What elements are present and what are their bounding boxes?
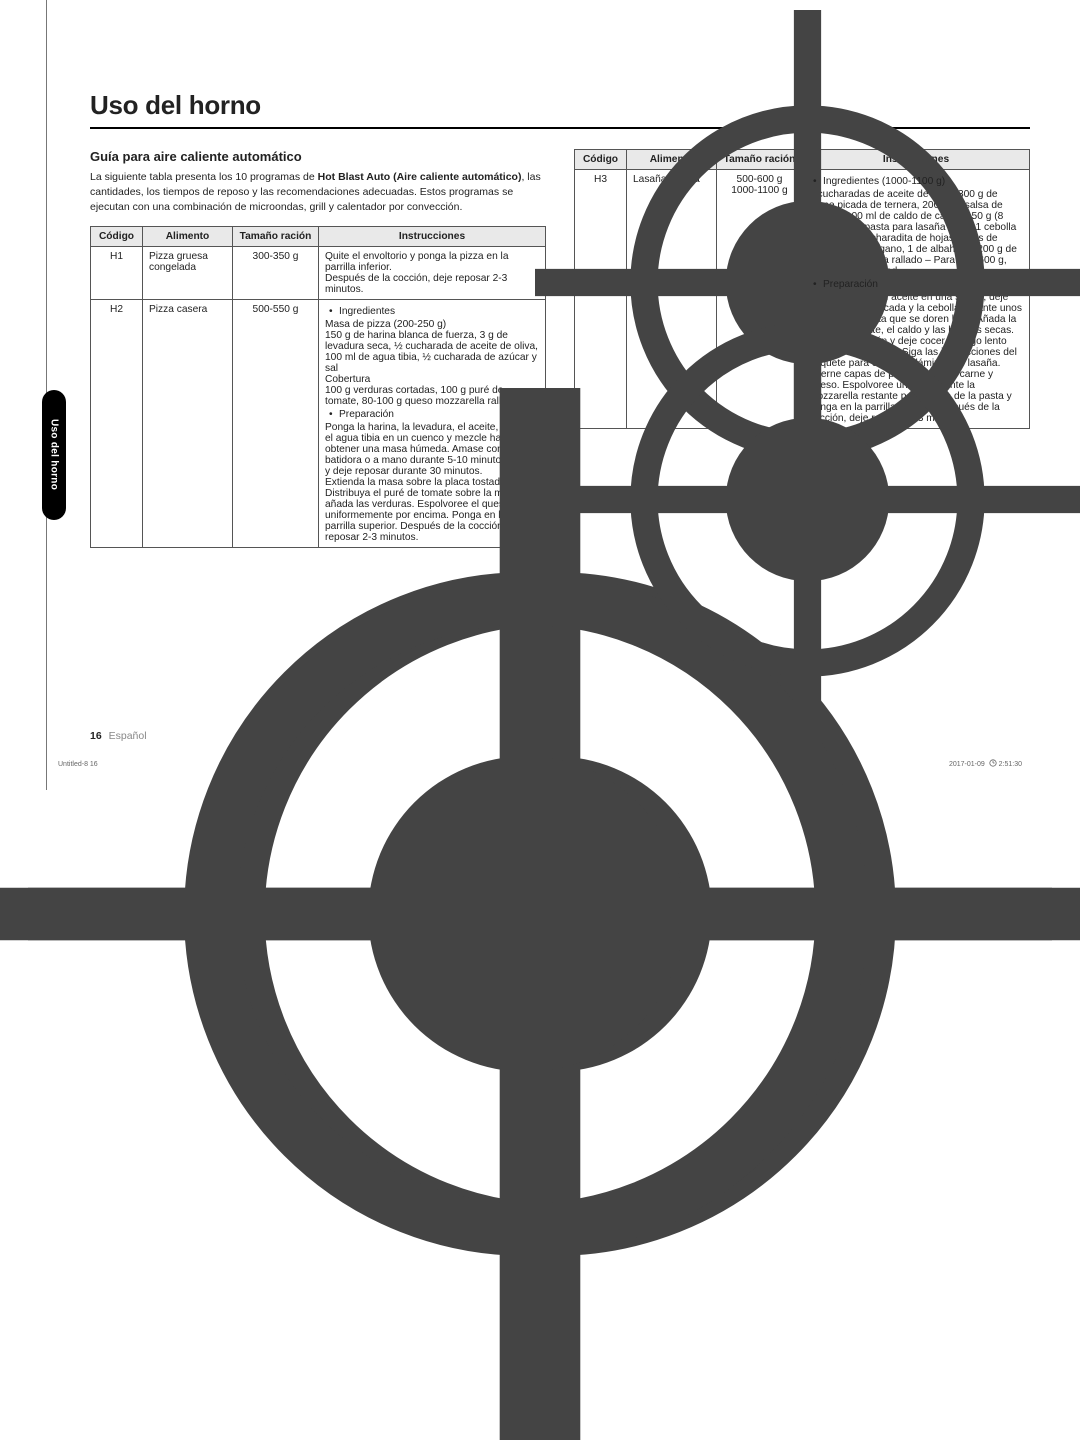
cell-food: Pizza gruesa congelada	[143, 246, 233, 299]
th-code: Código	[91, 226, 143, 246]
intro-bold: Hot Blast Auto (Aire caliente automático…	[318, 171, 522, 183]
footer-filename: Untitled-8 16	[58, 761, 98, 768]
page-language: Español	[109, 730, 147, 742]
instr-list: Preparación	[325, 409, 539, 420]
side-tab-label: Uso del horno	[49, 419, 60, 490]
instr-bullet: Ingredientes	[325, 306, 539, 317]
instr-list: Ingredientes	[325, 306, 539, 317]
bullet-title: Preparación	[823, 279, 878, 290]
cell-instructions: Quite el envoltorio y ponga la pizza en …	[319, 246, 546, 299]
th-food: Alimento	[143, 226, 233, 246]
footer-date: 2017-01-09	[949, 761, 985, 768]
instr-bullet: Preparación	[325, 409, 539, 420]
page-number: 16	[90, 730, 102, 742]
section-subtitle: Guía para aire caliente automático	[90, 149, 546, 164]
footer-timestamp: 2017-01-09 2:51:30	[949, 759, 1022, 768]
page-container: Uso del horno Uso del horno Guía para ai…	[0, 0, 1080, 790]
table-row: H1 Pizza gruesa congelada 300-350 g Quit…	[91, 246, 546, 299]
instr-text: Quite el envoltorio y ponga la pizza en …	[325, 251, 509, 295]
bullet-title: Preparación	[339, 409, 394, 420]
table-header-row: Código Alimento Tamaño ración Instruccio…	[91, 226, 546, 246]
bullet-title: Ingredientes	[339, 306, 395, 317]
instr-bullet: Preparación	[809, 279, 1023, 290]
intro-pre: La siguiente tabla presenta los 10 progr…	[90, 171, 318, 183]
clock-icon	[989, 759, 997, 767]
footer-time: 2:51:30	[999, 761, 1022, 768]
registration-mark-bottom	[535, 227, 1080, 772]
bullet-title: Ingredientes (1000-1100 g)	[823, 176, 945, 187]
instr-list: Preparación	[809, 279, 1023, 290]
instr-bullet: Ingredientes (1000-1100 g)	[809, 176, 1023, 187]
section-intro: La siguiente tabla presenta los 10 progr…	[90, 170, 546, 216]
cell-code: H1	[91, 246, 143, 299]
th-portion: Tamaño ración	[233, 226, 319, 246]
page-footer: 16 Español	[90, 730, 147, 742]
instr-list: Ingredientes (1000-1100 g)	[809, 176, 1023, 187]
side-tab: Uso del horno	[42, 390, 66, 520]
cell-portion: 300-350 g	[233, 246, 319, 299]
th-instructions: Instrucciones	[319, 226, 546, 246]
